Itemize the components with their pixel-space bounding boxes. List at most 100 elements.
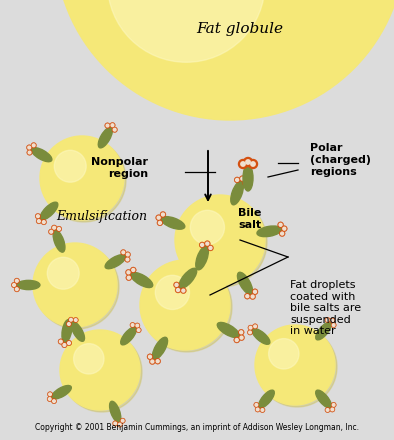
Circle shape: [253, 290, 256, 293]
Circle shape: [122, 251, 125, 254]
Ellipse shape: [231, 181, 243, 205]
Circle shape: [331, 319, 334, 322]
Ellipse shape: [131, 272, 153, 288]
Circle shape: [332, 403, 335, 406]
Ellipse shape: [179, 268, 197, 288]
Circle shape: [246, 160, 250, 164]
Circle shape: [36, 218, 42, 224]
Circle shape: [43, 221, 45, 224]
Circle shape: [14, 286, 20, 292]
Circle shape: [126, 253, 129, 256]
Text: Emulsification: Emulsification: [56, 210, 147, 223]
Circle shape: [70, 319, 72, 321]
Circle shape: [68, 341, 71, 345]
Ellipse shape: [53, 230, 65, 252]
Circle shape: [157, 216, 160, 219]
Circle shape: [182, 289, 185, 292]
Ellipse shape: [152, 337, 167, 359]
Circle shape: [15, 279, 18, 282]
Circle shape: [239, 335, 245, 341]
Text: Fat droplets
coated with
bile salts are
suspended
in water: Fat droplets coated with bile salts are …: [290, 280, 361, 337]
Circle shape: [331, 402, 336, 407]
Circle shape: [26, 145, 32, 150]
Ellipse shape: [62, 319, 72, 342]
Circle shape: [49, 393, 51, 396]
Circle shape: [55, 0, 394, 120]
Circle shape: [140, 260, 230, 350]
Circle shape: [41, 219, 46, 225]
Ellipse shape: [217, 323, 239, 337]
Circle shape: [156, 215, 162, 220]
Circle shape: [114, 422, 117, 425]
Circle shape: [249, 326, 252, 329]
Circle shape: [251, 295, 254, 298]
Circle shape: [74, 344, 104, 374]
Circle shape: [257, 327, 337, 407]
Circle shape: [149, 355, 151, 358]
Circle shape: [126, 258, 129, 261]
Circle shape: [59, 340, 62, 343]
Circle shape: [253, 324, 258, 329]
Circle shape: [105, 123, 110, 128]
Circle shape: [54, 150, 86, 182]
Ellipse shape: [52, 385, 71, 399]
Circle shape: [240, 176, 245, 182]
Circle shape: [175, 283, 178, 286]
Circle shape: [42, 138, 126, 222]
Circle shape: [151, 360, 154, 363]
Circle shape: [68, 317, 74, 323]
Ellipse shape: [196, 246, 208, 270]
Circle shape: [243, 158, 253, 166]
Circle shape: [58, 339, 63, 345]
Circle shape: [147, 354, 153, 360]
Circle shape: [35, 245, 119, 329]
Circle shape: [13, 284, 15, 286]
Circle shape: [50, 231, 52, 233]
Circle shape: [14, 278, 20, 284]
Circle shape: [261, 409, 264, 411]
Circle shape: [158, 221, 162, 224]
Circle shape: [175, 195, 265, 285]
Ellipse shape: [258, 390, 274, 408]
Circle shape: [28, 146, 31, 149]
Circle shape: [155, 275, 190, 309]
Circle shape: [243, 180, 249, 186]
Circle shape: [326, 319, 329, 321]
Circle shape: [278, 222, 284, 228]
Circle shape: [241, 177, 244, 180]
Circle shape: [244, 293, 250, 299]
Text: Fat globule: Fat globule: [197, 22, 284, 36]
Circle shape: [136, 324, 139, 327]
Circle shape: [106, 124, 109, 127]
Circle shape: [155, 358, 161, 364]
Circle shape: [31, 143, 37, 148]
Circle shape: [37, 215, 39, 217]
Circle shape: [248, 325, 253, 330]
Circle shape: [156, 360, 159, 363]
Ellipse shape: [243, 165, 253, 191]
Ellipse shape: [316, 390, 331, 408]
Circle shape: [125, 252, 130, 257]
Circle shape: [27, 150, 32, 155]
Circle shape: [127, 271, 130, 274]
Ellipse shape: [71, 322, 84, 341]
Circle shape: [326, 409, 329, 411]
Circle shape: [51, 225, 57, 231]
Circle shape: [260, 407, 265, 413]
Circle shape: [251, 162, 255, 166]
Circle shape: [108, 0, 265, 62]
Circle shape: [126, 275, 132, 281]
Circle shape: [135, 323, 140, 328]
Circle shape: [66, 321, 71, 326]
Circle shape: [138, 329, 140, 331]
Circle shape: [279, 224, 282, 226]
Circle shape: [60, 330, 140, 410]
Circle shape: [53, 226, 56, 229]
Circle shape: [130, 323, 135, 328]
Circle shape: [62, 332, 142, 412]
Circle shape: [33, 243, 117, 327]
Ellipse shape: [252, 329, 270, 344]
Circle shape: [240, 336, 243, 339]
Circle shape: [330, 407, 335, 412]
Circle shape: [131, 324, 134, 326]
